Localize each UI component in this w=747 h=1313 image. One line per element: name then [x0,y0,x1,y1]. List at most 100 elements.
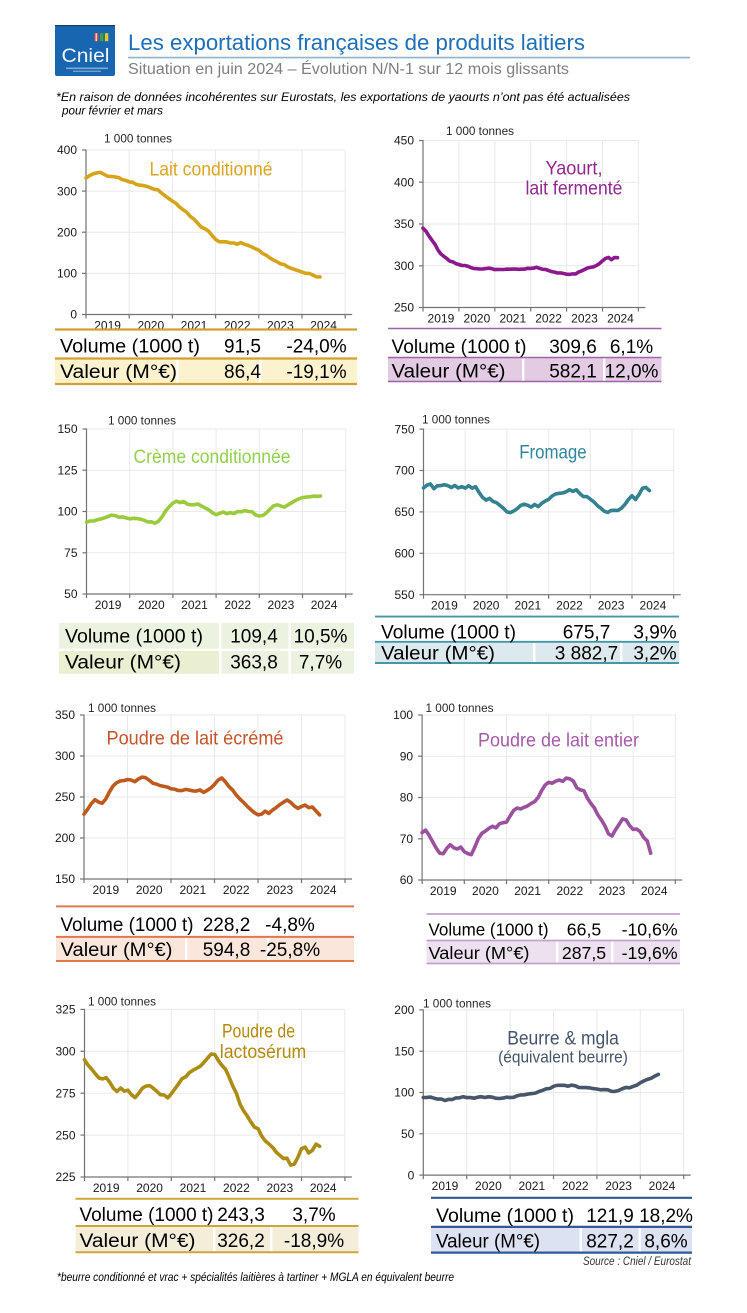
svg-text:2020: 2020 [136,1181,163,1195]
svg-text:287,5: 287,5 [562,943,606,963]
svg-text:2021: 2021 [514,884,541,898]
svg-text:2023: 2023 [266,883,293,897]
svg-text:150: 150 [57,422,77,436]
svg-text:309,6: 309,6 [549,337,597,358]
svg-text:18,2%: 18,2% [639,1206,693,1227]
svg-text:1 000 tonnes: 1 000 tonnes [422,415,490,427]
svg-text:1 000 tonnes: 1 000 tonnes [426,703,494,715]
svg-text:Yaourt,: Yaourt, [546,158,603,180]
svg-text:Valeur (M°€): Valeur (M°€) [60,362,177,383]
svg-text:600: 600 [394,547,414,561]
svg-text:2020: 2020 [464,312,491,326]
svg-text:228,2: 228,2 [203,915,251,936]
svg-text:200: 200 [55,831,75,845]
svg-text:250: 250 [55,1128,75,1142]
svg-text:70: 70 [400,832,414,846]
svg-text:2023: 2023 [599,884,626,898]
svg-text:*En raison de données incohére: *En raison de données incohérentes sur E… [56,90,630,104]
svg-text:363,8: 363,8 [230,653,278,674]
svg-text:50: 50 [401,1127,415,1141]
svg-text:Poudre de lait entier: Poudre de lait entier [478,730,639,752]
svg-text:-25,8%: -25,8% [260,940,320,961]
svg-text:75: 75 [64,546,78,560]
svg-text:6,1%: 6,1% [610,337,653,358]
svg-text:2019: 2019 [93,1181,120,1195]
svg-text:60: 60 [400,873,414,887]
svg-text:2021: 2021 [180,1181,207,1195]
svg-text:1 000 tonnes: 1 000 tonnes [446,126,514,138]
svg-text:Cniel: Cniel [62,46,110,67]
svg-text:650: 650 [394,505,414,519]
svg-text:125: 125 [57,463,77,477]
svg-text:2019: 2019 [428,312,455,326]
svg-text:300: 300 [55,1045,75,1059]
svg-text:2024: 2024 [310,883,337,897]
svg-text:10,5%: 10,5% [294,627,348,648]
svg-text:50: 50 [64,587,78,601]
svg-text:275: 275 [55,1086,75,1100]
svg-text:1 000 tonnes: 1 000 tonnes [88,997,156,1009]
svg-text:Valeur (M°€): Valeur (M°€) [429,943,530,963]
svg-text:550: 550 [394,588,414,602]
svg-text:225: 225 [55,1170,75,1184]
svg-text:300: 300 [57,184,77,198]
svg-text:*beurre conditionné et vrac +: *beurre conditionné et vrac + spécialité… [57,1272,454,1284]
svg-text:2020: 2020 [136,883,163,897]
svg-text:2022: 2022 [223,883,250,897]
svg-text:Fromage: Fromage [519,442,587,464]
svg-text:350: 350 [394,217,414,231]
svg-text:2023: 2023 [605,1179,632,1193]
svg-text:66,5: 66,5 [567,920,602,940]
svg-text:2021: 2021 [181,598,208,612]
svg-text:400: 400 [394,175,414,189]
svg-text:2024: 2024 [640,599,667,613]
svg-text:109,4: 109,4 [230,627,278,648]
svg-text:2020: 2020 [475,1179,502,1193]
svg-text:1 000 tonnes: 1 000 tonnes [108,416,176,428]
svg-text:2019: 2019 [92,883,119,897]
svg-text:Valeur (M°€): Valeur (M°€) [61,940,173,961]
svg-text:2023: 2023 [571,312,598,326]
svg-text:Volume (1000 t): Volume (1000 t) [60,337,200,358]
svg-text:827,2: 827,2 [586,1232,634,1253]
svg-text:400: 400 [57,143,77,157]
svg-text:Les exportations françaises de: Les exportations françaises de produits … [128,30,585,55]
svg-text:Crème conditionnée: Crème conditionnée [134,446,291,468]
svg-text:86,4: 86,4 [224,362,261,383]
svg-text:2020: 2020 [472,884,499,898]
svg-text:2021: 2021 [179,883,206,897]
svg-text:1 000 tonnes: 1 000 tonnes [88,703,156,715]
svg-text:lactosérum: lactosérum [220,1041,306,1063]
svg-text:Volume (1000 t): Volume (1000 t) [436,1206,574,1227]
svg-text:Poudre de: Poudre de [222,1021,295,1043]
svg-text:300: 300 [55,749,75,763]
svg-text:2020: 2020 [473,599,500,613]
svg-text:350: 350 [55,708,75,722]
svg-text:0: 0 [70,308,77,322]
svg-text:2019: 2019 [430,884,457,898]
svg-text:1 000 tonnes: 1 000 tonnes [104,134,172,146]
svg-text:325: 325 [55,1003,75,1017]
svg-text:150: 150 [55,872,75,886]
svg-text:200: 200 [57,225,77,239]
svg-text:Lait conditionné: Lait conditionné [150,159,273,181]
svg-text:12,0%: 12,0% [605,362,659,383]
svg-text:Volume (1000 t): Volume (1000 t) [381,622,516,643]
svg-text:2024: 2024 [310,1181,337,1195]
svg-text:-19,6%: -19,6% [622,943,678,963]
svg-text:-19,1%: -19,1% [286,362,346,383]
svg-text:700: 700 [394,464,414,478]
svg-text:Situation en juin 2024 – Évolu: Situation en juin 2024 – Évolution N/N-1… [128,61,569,78]
svg-text:250: 250 [394,301,414,315]
svg-text:2024: 2024 [607,312,634,326]
svg-text:Valeur (M°€): Valeur (M°€) [65,653,181,674]
svg-text:250: 250 [55,790,75,804]
svg-text:3,9%: 3,9% [633,622,676,643]
svg-text:2021: 2021 [518,1179,545,1193]
svg-text:2021: 2021 [499,312,526,326]
svg-text:lait fermenté: lait fermenté [526,178,623,200]
svg-text:8,6%: 8,6% [644,1232,687,1253]
svg-text:3,2%: 3,2% [633,644,676,665]
svg-text:(équivalent beurre): (équivalent beurre) [498,1049,628,1067]
svg-text:2022: 2022 [224,598,251,612]
